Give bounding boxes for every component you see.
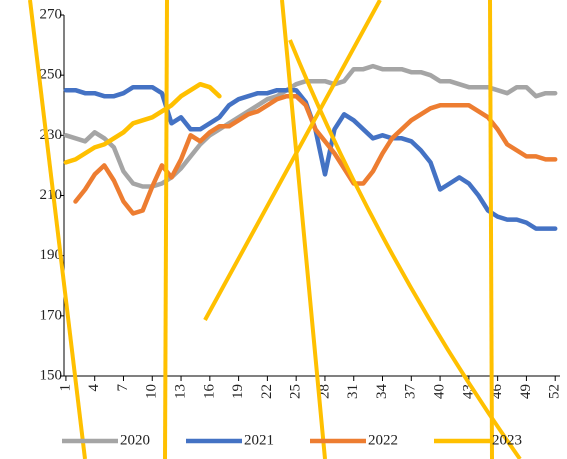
- x-tick-label: 7: [115, 384, 131, 392]
- series-line: [63, 81, 222, 165]
- x-tick-label: 40: [432, 384, 448, 399]
- x-tick-label: 4: [86, 384, 102, 392]
- legend-label: 2022: [368, 432, 398, 448]
- series-line: [63, 63, 558, 189]
- x-tick-label: 10: [144, 384, 160, 399]
- y-tick-label: 250: [40, 67, 63, 83]
- x-tick-label: 52: [547, 384, 563, 399]
- y-tick-label: 230: [40, 127, 63, 143]
- x-tick-label: 37: [403, 384, 419, 400]
- x-tick-label: 25: [288, 384, 304, 399]
- overlay-stroke: [280, 0, 327, 459]
- x-tick-label: 16: [201, 384, 217, 400]
- legend-label: 2021: [244, 432, 274, 448]
- y-tick-label: 190: [40, 247, 63, 263]
- overlay-stroke: [203, 0, 382, 321]
- y-tick-label: 150: [40, 367, 63, 383]
- x-tick-label: 1: [57, 384, 73, 392]
- overlay-strokes: [28, 0, 522, 459]
- overlay-stroke: [288, 39, 522, 459]
- overlay-stroke: [163, 0, 169, 459]
- y-tick-label: 210: [40, 187, 63, 203]
- legend-label: 2020: [120, 432, 150, 448]
- x-tick-label: 19: [230, 384, 246, 399]
- y-tick-label: 270: [40, 6, 63, 22]
- x-tick-label: 13: [172, 384, 188, 399]
- x-tick-label: 34: [374, 384, 390, 400]
- legend-label: 2023: [492, 432, 522, 448]
- overlay-stroke: [28, 0, 87, 459]
- x-tick-label: 31: [345, 384, 361, 399]
- overlay-stroke: [488, 0, 494, 459]
- y-tick-label: 170: [40, 307, 63, 323]
- x-tick-label: 49: [518, 384, 534, 399]
- series-line: [63, 84, 558, 231]
- x-tick-label: 22: [259, 384, 275, 399]
- legend: 2020 2021 2022 2023: [62, 432, 522, 448]
- series-line: [73, 93, 558, 216]
